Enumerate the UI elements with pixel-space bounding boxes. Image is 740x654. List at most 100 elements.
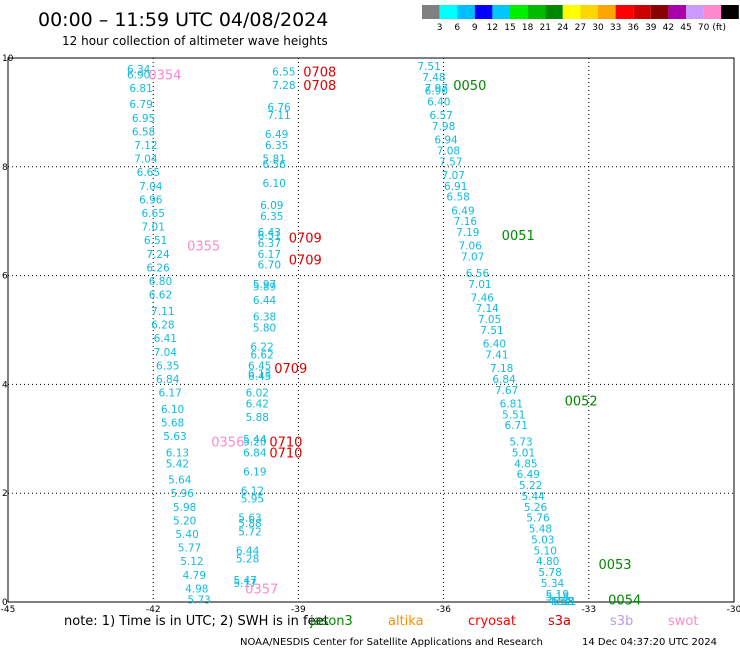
data-point-label: 6.95 (132, 113, 155, 125)
data-point-label: 7.24 (146, 249, 170, 261)
x-tick-label: -30 (727, 605, 740, 615)
data-point-label: 6.19 (243, 466, 266, 478)
data-point-label: 4.52 (548, 596, 571, 608)
data-point-label: 6.42 (246, 398, 269, 410)
data-point-label: 6.57 (429, 110, 452, 122)
data-point-label: 5.78 (538, 567, 561, 579)
data-point-label: 6.90 (127, 69, 150, 81)
data-point-label: 6.35 (260, 211, 283, 223)
legend-swatch (580, 5, 598, 19)
data-point-label: 6.51 (258, 230, 281, 242)
data-point-label: 6.84 (492, 374, 516, 386)
data-point-label: 5.68 (161, 417, 184, 429)
legend-value: 12 (487, 23, 498, 33)
credit-text: NOAA/NESDIS Center for Satellite Applica… (240, 637, 543, 648)
data-point-label: 6.12 (241, 485, 264, 497)
legend-value: 9 (472, 23, 478, 33)
time-label: 0054 (608, 593, 641, 608)
legend-value: 39 (645, 23, 657, 33)
data-point-label: 6.09 (260, 200, 283, 212)
data-point-label: 6.62 (149, 290, 172, 302)
data-point-label: 5.77 (178, 543, 201, 555)
data-point-label: 7.12 (134, 140, 157, 152)
grid (8, 58, 734, 602)
legend-value: 70 (698, 23, 710, 33)
y-tick-label: 0 (2, 598, 8, 608)
data-point-label: 7.98 (432, 121, 455, 133)
data-point-label: 7.01 (142, 222, 165, 234)
satellite-label-jason3: jason3 (309, 614, 353, 629)
data-point-label: 5.89 (253, 281, 276, 293)
legend-value: 36 (627, 23, 639, 33)
satellite-label-cryosat: cryosat (468, 614, 516, 629)
legend-swatch (545, 5, 563, 19)
legend-value: 30 (592, 23, 604, 33)
legend-swatch (650, 5, 669, 19)
legend-swatch (422, 5, 440, 19)
data-point-label: 7.46 (471, 292, 495, 304)
time-label: 0052 (565, 395, 598, 410)
legend-value: 6 (454, 23, 460, 33)
data-point-label: 5.63 (238, 513, 261, 525)
data-point-label: 7.51 (417, 61, 440, 73)
data-point-label: 7.08 (437, 145, 460, 157)
legend-swatch (721, 5, 739, 19)
satellite-legend: jason3 altika cryosat s3a s3b swot (309, 614, 698, 629)
data-point-label: 6.84 (156, 374, 180, 386)
legend-swatch (474, 5, 493, 19)
data-point-label: 6.71 (505, 420, 528, 432)
satellite-label-altika: altika (388, 614, 424, 629)
data-point-label: 5.73 (187, 594, 210, 606)
data-point-label: 6.37 (258, 238, 281, 250)
data-point-label: 7.14 (475, 303, 499, 315)
y-tick-labels: 0 2 4 6 8 10 (2, 54, 14, 608)
data-point-label: 5.80 (253, 322, 276, 334)
data-point-label: 6.17 (258, 249, 281, 261)
data-point-label: 6.80 (149, 276, 172, 288)
legend-swatch (492, 5, 510, 19)
data-point-label: 7.28 (272, 80, 295, 92)
data-point-label: 5.48 (529, 524, 552, 536)
data-point-label: 5.64 (168, 475, 192, 487)
data-point-label: 6.84 (243, 447, 267, 459)
legend-value: 42 (663, 23, 674, 33)
data-point-label: 5.34 (541, 578, 565, 590)
legend-value: 3 (437, 23, 443, 33)
legend-swatch (703, 5, 722, 19)
data-point-label: 5.01 (512, 447, 535, 459)
data-point-label: 5.73 (509, 437, 532, 449)
legend-swatch (457, 5, 475, 19)
data-point-label: 6.55 (272, 67, 295, 79)
data-point-label: 6.76 (267, 102, 291, 114)
data-point-label: 6.35 (156, 360, 179, 372)
time-label: 0051 (502, 229, 535, 244)
data-point-label: 6.41 (154, 333, 177, 345)
legend-value: 33 (610, 23, 621, 33)
legend-value: 24 (557, 23, 569, 33)
data-point-label: 6.58 (446, 192, 469, 204)
legend-value: 18 (522, 23, 534, 33)
legend-swatch (633, 5, 651, 19)
data-point-label: 5.20 (173, 515, 196, 527)
data-point-label: 6.90 (425, 86, 448, 98)
data-point-label: 4.80 (536, 556, 559, 568)
data-point-label: 7.06 (459, 241, 483, 253)
data-point-label: 6.65 (137, 167, 160, 179)
data-point-label: 4.98 (185, 583, 208, 595)
y-tick-label: 6 (2, 272, 8, 282)
data-point-label: 7.04 (154, 347, 178, 359)
data-point-label: 7.48 (422, 72, 445, 84)
time-label: 0053 (598, 558, 631, 573)
data-point-label: 6.79 (129, 99, 152, 111)
data-point-label: 6.49 (265, 129, 288, 141)
legend-swatch (615, 5, 634, 19)
data-point-label: 5.10 (534, 545, 557, 557)
time-label: 0050 (453, 79, 486, 94)
data-point-label: 6.40 (483, 339, 506, 351)
time-label: 0708 (303, 66, 336, 81)
data-point-label: 5.19 (546, 589, 569, 601)
time-label: 0356 (211, 436, 244, 451)
data-point-label: 6.43 (258, 227, 281, 239)
